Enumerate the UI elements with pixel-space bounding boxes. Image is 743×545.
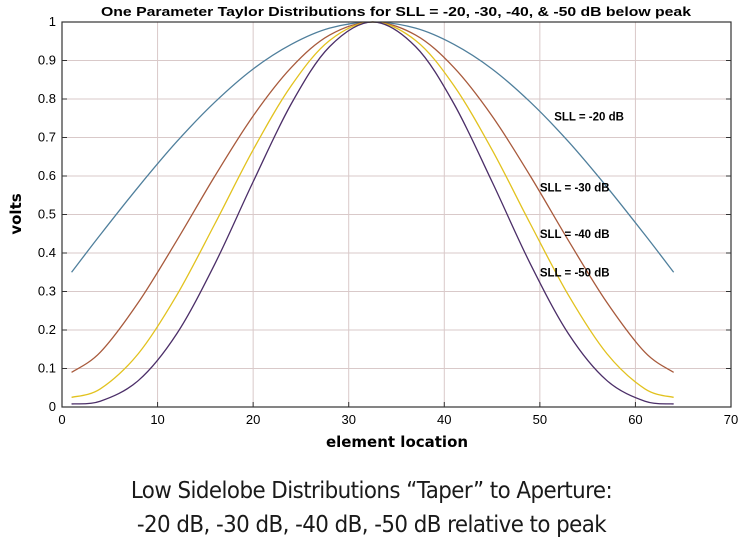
y-tick-label: 0.1: [38, 361, 56, 376]
series-annotations: SLL = -20 dB SLL = -30 dB SLL = -40 dB SLL …: [540, 111, 624, 279]
series-label-2: SLL = -30 dB: [540, 183, 610, 195]
taylor-distribution-chart: One Parameter Taylor Distributions for S…: [7, 5, 738, 451]
series-line-3: [71, 21, 674, 399]
y-tick-label: 0: [49, 399, 56, 414]
caption-line-1: Low Sidelobe Distributions “Taper” to Ap…: [130, 478, 613, 504]
y-tick-label: 0.2: [38, 322, 56, 337]
x-tick-label: 40: [437, 412, 451, 427]
y-tick-label: 0.6: [38, 168, 56, 183]
series-line-4: [71, 21, 674, 405]
x-tick-label: 70: [724, 412, 738, 427]
grid: [61, 21, 732, 408]
series-label-4: SLL = -50 dB: [540, 267, 610, 279]
y-tick-label: 0.8: [38, 91, 56, 106]
x-tick-label: 30: [341, 412, 355, 427]
series-label-1: SLL = -20 dB: [554, 111, 624, 123]
y-tick-label: 1: [49, 14, 56, 29]
y-tick-label: 0.5: [38, 207, 56, 222]
series-label-3: SLL = -40 dB: [540, 229, 610, 241]
x-tick-label: 10: [150, 412, 164, 427]
x-axis-label: element location: [326, 433, 468, 451]
y-tick-label: 0.7: [38, 130, 56, 145]
x-tick-label: 20: [246, 412, 260, 427]
chart-title: One Parameter Taylor Distributions for S…: [101, 5, 691, 19]
x-tick-label: 0: [58, 412, 65, 427]
tick-labels: 0 10 20 30 40 50 60 70 0 0.1 0.2 0.3 0.4 0.5 0.6 0.7 0.8…: [38, 14, 738, 427]
x-tick-label: 60: [628, 412, 642, 427]
y-tick-label: 0.3: [38, 284, 56, 299]
series-lines: [71, 21, 675, 405]
x-tick-label: 50: [533, 412, 547, 427]
y-tick-label: 0.9: [38, 53, 56, 68]
plot-frame: [61, 21, 732, 408]
y-tick-label: 0.4: [38, 245, 56, 260]
caption-line-2: -20 dB, -30 dB, -40 dB, -50 dB relative …: [136, 512, 607, 538]
y-axis-label: volts: [7, 193, 25, 234]
